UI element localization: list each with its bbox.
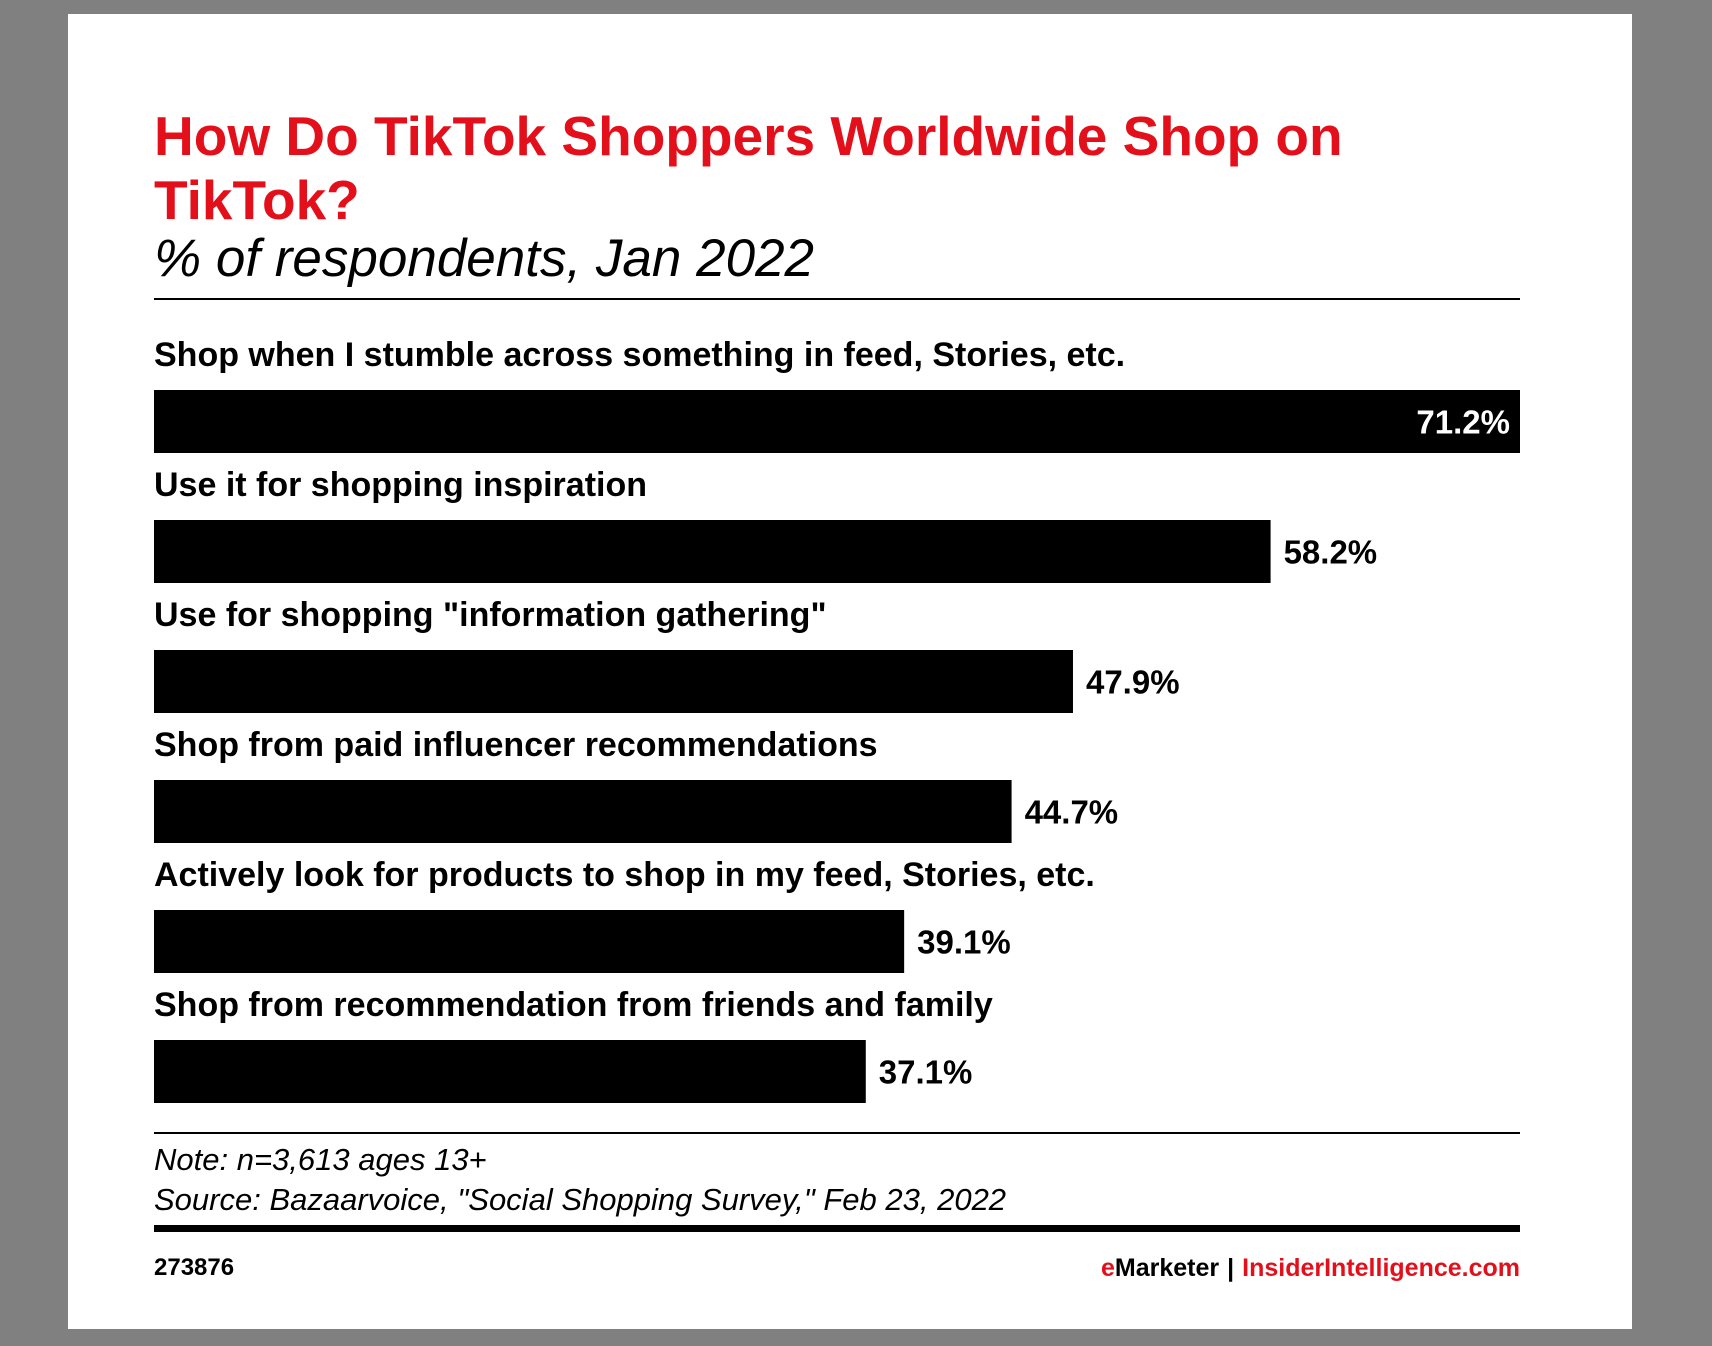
footer-divider (154, 1225, 1520, 1232)
chart-notes: Note: n=3,613 ages 13+ Source: Bazaarvoi… (154, 1140, 1006, 1220)
note-text: Note: n=3,613 ages 13+ (154, 1142, 487, 1177)
bar (154, 780, 1012, 843)
value-label: 71.2% (1416, 404, 1510, 441)
bar-label: Shop from paid influencer recommendation… (154, 726, 878, 764)
value-label: 37.1% (879, 1054, 973, 1091)
bar (154, 1040, 866, 1103)
brand-site: InsiderIntelligence.com (1242, 1254, 1520, 1282)
source-text: Source: Bazaarvoice, "Social Shopping Su… (154, 1182, 1007, 1217)
bar-label: Shop from recommendation from friends an… (154, 986, 993, 1024)
top-divider (154, 298, 1520, 300)
value-label: 58.2% (1284, 534, 1378, 571)
value-label: 39.1% (917, 924, 1011, 961)
bar (154, 390, 1520, 453)
bar-chart: Shop when I stumble across something in … (154, 336, 1520, 1103)
bar (154, 520, 1271, 583)
chart-title: How Do TikTok Shoppers Worldwide Shop on… (154, 105, 1343, 231)
brand-credit: eMarketer | InsiderIntelligence.com (1101, 1254, 1520, 1283)
bar-label: Shop when I stumble across something in … (154, 336, 1125, 374)
chart-subtitle: % of respondents, Jan 2022 (154, 229, 815, 288)
bar (154, 910, 905, 973)
brand-e: e (1101, 1254, 1115, 1282)
bottom-divider (154, 1132, 1520, 1134)
bar-label: Use for shopping "information gathering" (154, 596, 827, 634)
chart-id: 273876 (154, 1254, 235, 1281)
bar (154, 650, 1073, 713)
brand-marketer: Marketer (1114, 1254, 1220, 1282)
brand-separator: | (1227, 1254, 1235, 1282)
bar-label: Actively look for products to shop in my… (154, 856, 1095, 894)
value-label: 44.7% (1025, 794, 1119, 831)
bar-label: Use it for shopping inspiration (154, 466, 647, 504)
chart-card: How Do TikTok Shoppers Worldwide Shop on… (68, 14, 1632, 1329)
value-label: 47.9% (1086, 664, 1180, 701)
